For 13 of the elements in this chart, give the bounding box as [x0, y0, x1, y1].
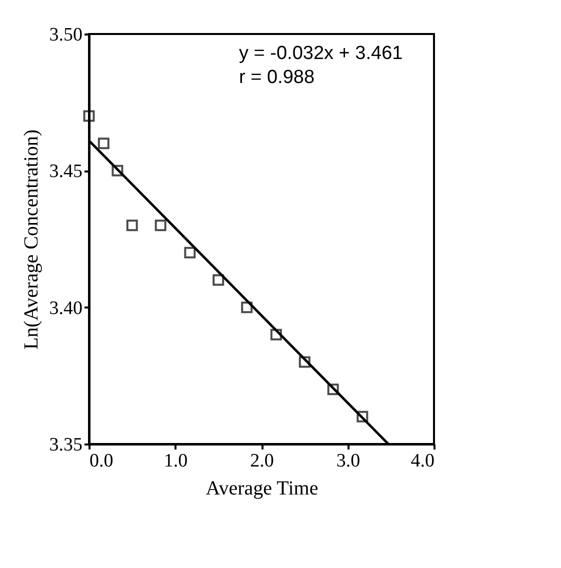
annotation: y = -0.032x + 3.461 [239, 43, 403, 64]
x-tick-label: 3.0 [336, 450, 360, 472]
y-tick-label: 3.40 [49, 298, 82, 319]
x-tick-label: 1.0 [164, 450, 188, 472]
x-axis-title: Average Time [206, 478, 318, 500]
x-tick-label: 2.0 [250, 450, 274, 472]
x-tick-label: 0.0 [90, 450, 114, 472]
y-tick-label: 3.50 [49, 24, 82, 46]
y-tick-label: 3.35 [49, 434, 82, 456]
x-tick-label: 4.0 [410, 450, 434, 472]
y-axis-title: Ln(Average Concentration) [20, 129, 42, 350]
y-tick-label: 3.45 [49, 161, 82, 182]
annotation: r = 0.988 [239, 67, 315, 88]
